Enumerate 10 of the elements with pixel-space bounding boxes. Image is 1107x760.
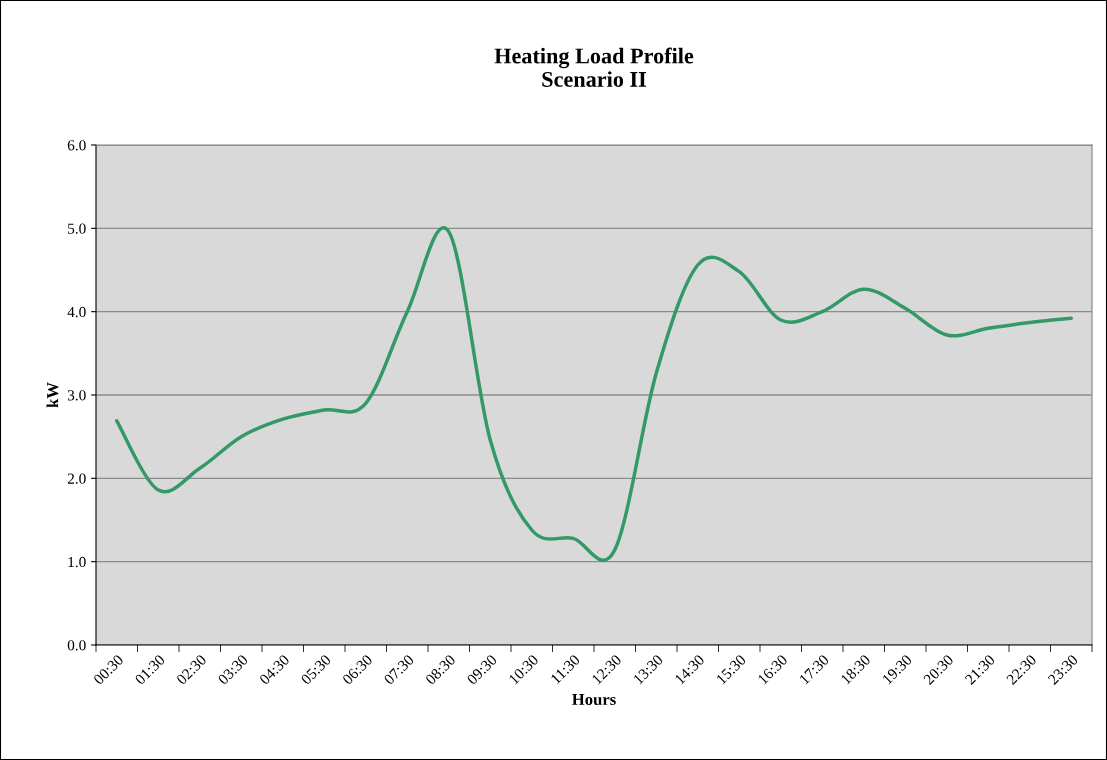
y-tick-label: 3.0 bbox=[67, 390, 86, 401]
y-tick-label: 1.0 bbox=[68, 556, 86, 568]
x-axis-title: Hours bbox=[572, 693, 616, 706]
y-tick-label: 5.0 bbox=[68, 223, 86, 234]
y-tick-label: 6.0 bbox=[67, 140, 86, 151]
y-tick-label: 0.0 bbox=[67, 640, 86, 651]
y-tick-label: 4.0 bbox=[67, 306, 86, 318]
y-axis-title: kW bbox=[46, 382, 59, 408]
y-tick-label: 2.0 bbox=[67, 473, 86, 484]
chart-title: Heating Load Profile Scenario II bbox=[494, 47, 694, 87]
